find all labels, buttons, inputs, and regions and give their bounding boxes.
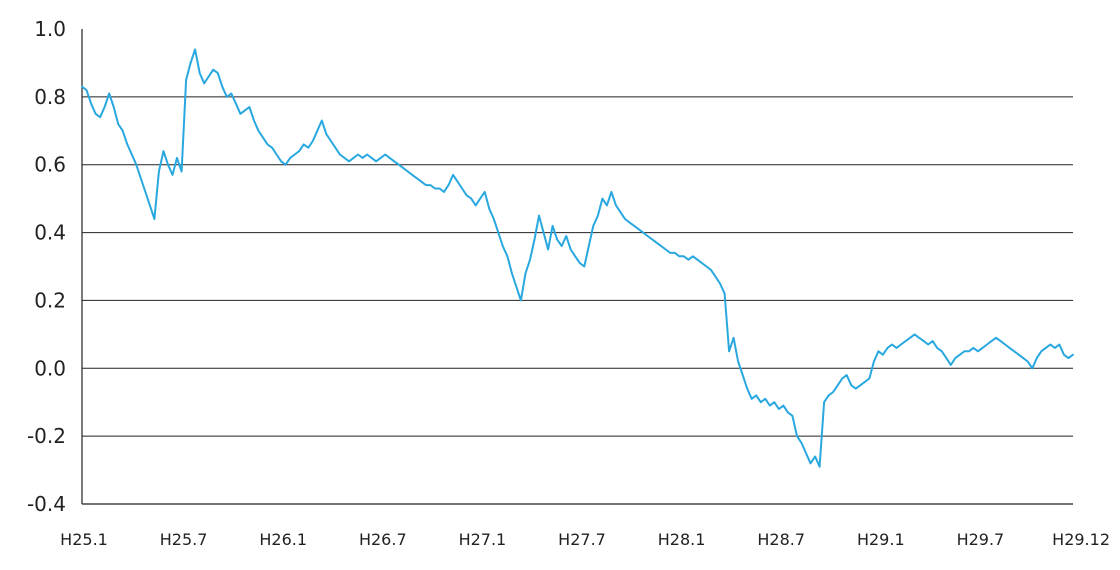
y-tick-label: 1.0	[34, 17, 66, 41]
x-tick-label: H25.1	[60, 530, 108, 549]
y-tick-label: 0.6	[34, 153, 66, 177]
x-tick-label: H28.1	[658, 530, 706, 549]
x-tick-label: H27.7	[558, 530, 606, 549]
x-tick-label: H26.1	[259, 530, 307, 549]
y-tick-label: 0.2	[34, 288, 66, 312]
x-tick-label: H29.7	[957, 530, 1005, 549]
y-tick-label: 0.8	[34, 85, 66, 109]
y-tick-label: 0.4	[34, 221, 66, 245]
x-tick-labels: H25.1 H25.7 H26.1 H26.7 H27.1 H27.7 H28.1 H28.7…	[60, 530, 1110, 549]
series-layer	[81, 48, 1074, 468]
x-tick-label: H25.7	[160, 530, 208, 549]
gridlines	[82, 96, 1073, 437]
y-tick-label: -0.2	[27, 424, 66, 448]
x-tick-label: H28.7	[757, 530, 805, 549]
x-tick-label: H29.1	[857, 530, 905, 549]
y-tick-label: -0.4	[27, 492, 66, 516]
x-tick-label: H29.12	[1052, 530, 1110, 549]
y-tick-labels: 1.0 0.8 0.6 0.4 0.2 0.0 -0.2 -0.4	[27, 17, 66, 516]
x-tick-label: H27.1	[459, 530, 507, 549]
x-tick-label: H26.7	[359, 530, 407, 549]
series-line	[81, 48, 1074, 468]
y-tick-label: 0.0	[34, 356, 66, 380]
